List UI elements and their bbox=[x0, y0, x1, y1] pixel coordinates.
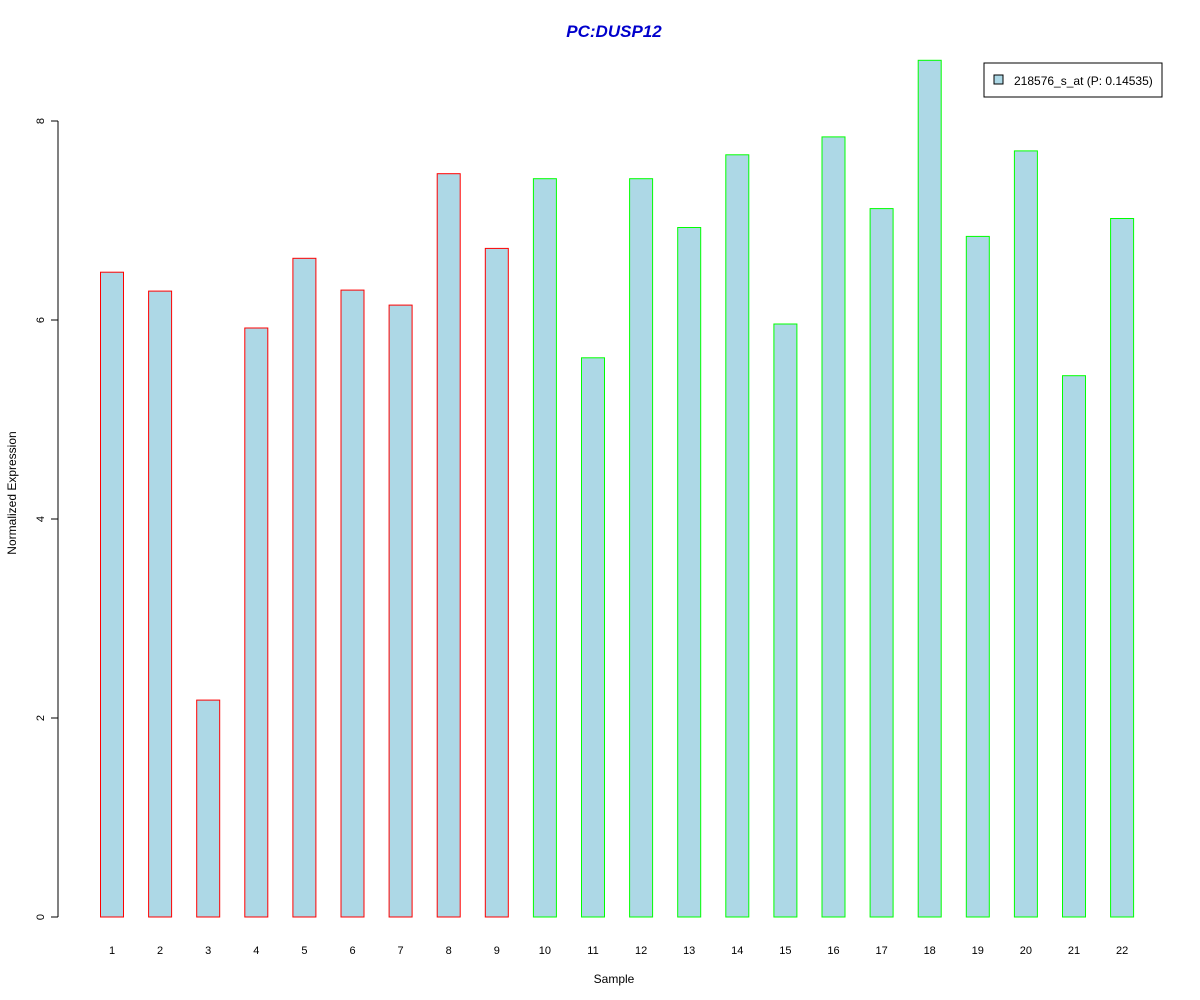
x-tick-label: 16 bbox=[827, 945, 839, 957]
x-tick-label: 21 bbox=[1068, 945, 1080, 957]
x-axis-label: Sample bbox=[594, 972, 635, 986]
x-tick-label: 10 bbox=[539, 945, 551, 957]
bar-sample-2 bbox=[148, 290, 173, 918]
bar-sample-21 bbox=[1062, 375, 1086, 918]
bar-sample-13 bbox=[677, 227, 702, 918]
bar-sample-15 bbox=[773, 323, 798, 918]
y-tick-label: 0 bbox=[35, 914, 47, 920]
y-tick-label: 4 bbox=[35, 516, 47, 522]
y-tick-label: 2 bbox=[35, 715, 47, 721]
bar-sample-3 bbox=[196, 699, 221, 918]
x-tick-label: 12 bbox=[635, 945, 647, 957]
bar-sample-18 bbox=[917, 59, 942, 918]
bars bbox=[100, 59, 1135, 918]
legend: 218576_s_at (P: 0.14535) bbox=[983, 62, 1163, 98]
bar-sample-8 bbox=[436, 173, 461, 918]
bar-sample-9 bbox=[484, 247, 509, 918]
x-tick-label: 2 bbox=[157, 945, 163, 957]
bar-sample-12 bbox=[629, 178, 654, 918]
x-tick-label: 3 bbox=[205, 945, 211, 957]
x-tick-label: 4 bbox=[253, 945, 259, 957]
bar-sample-16 bbox=[821, 136, 846, 918]
bar-sample-10 bbox=[532, 178, 557, 918]
x-tick-label: 6 bbox=[349, 945, 355, 957]
x-tick-label: 5 bbox=[301, 945, 307, 957]
bar-sample-19 bbox=[965, 235, 990, 918]
x-tick-label: 17 bbox=[875, 945, 887, 957]
bar-sample-14 bbox=[725, 154, 750, 918]
bar-sample-17 bbox=[869, 208, 894, 918]
x-tick-label: 14 bbox=[731, 945, 743, 957]
y-axis: 0 2 4 6 8 bbox=[35, 118, 59, 920]
y-tick-label: 8 bbox=[35, 118, 47, 124]
x-tick-label: 19 bbox=[972, 945, 984, 957]
legend-swatch bbox=[993, 74, 1004, 85]
y-tick-label: 6 bbox=[35, 317, 47, 323]
bar-sample-7 bbox=[388, 304, 413, 918]
legend-box bbox=[983, 62, 1163, 98]
x-tick-label: 11 bbox=[587, 945, 598, 957]
chart-title: PC:DUSP12 bbox=[566, 22, 662, 41]
x-tick-label: 15 bbox=[779, 945, 791, 957]
x-tick-labels: 1 2 3 4 5 6 7 8 9 10 11 12 13 14 15 16 17 18 19 20 21 22 bbox=[109, 945, 1128, 957]
x-tick-label: 20 bbox=[1020, 945, 1032, 957]
x-tick-label: 7 bbox=[398, 945, 404, 957]
bar-sample-22 bbox=[1110, 218, 1135, 918]
x-tick-label: 13 bbox=[683, 945, 695, 957]
x-tick-label: 18 bbox=[924, 945, 936, 957]
y-axis-label: Normalized Expression bbox=[5, 431, 19, 554]
x-tick-label: 9 bbox=[494, 945, 500, 957]
bar-sample-11 bbox=[581, 357, 605, 918]
x-tick-label: 1 bbox=[109, 945, 115, 957]
x-tick-label: 8 bbox=[446, 945, 452, 957]
bar-sample-1 bbox=[100, 271, 124, 918]
bar-sample-5 bbox=[292, 257, 317, 918]
legend-label: 218576_s_at (P: 0.14535) bbox=[1014, 74, 1153, 88]
bar-sample-6 bbox=[340, 289, 365, 918]
bar-sample-4 bbox=[244, 327, 269, 918]
x-tick-label: 22 bbox=[1116, 945, 1128, 957]
bar-sample-20 bbox=[1013, 150, 1038, 918]
